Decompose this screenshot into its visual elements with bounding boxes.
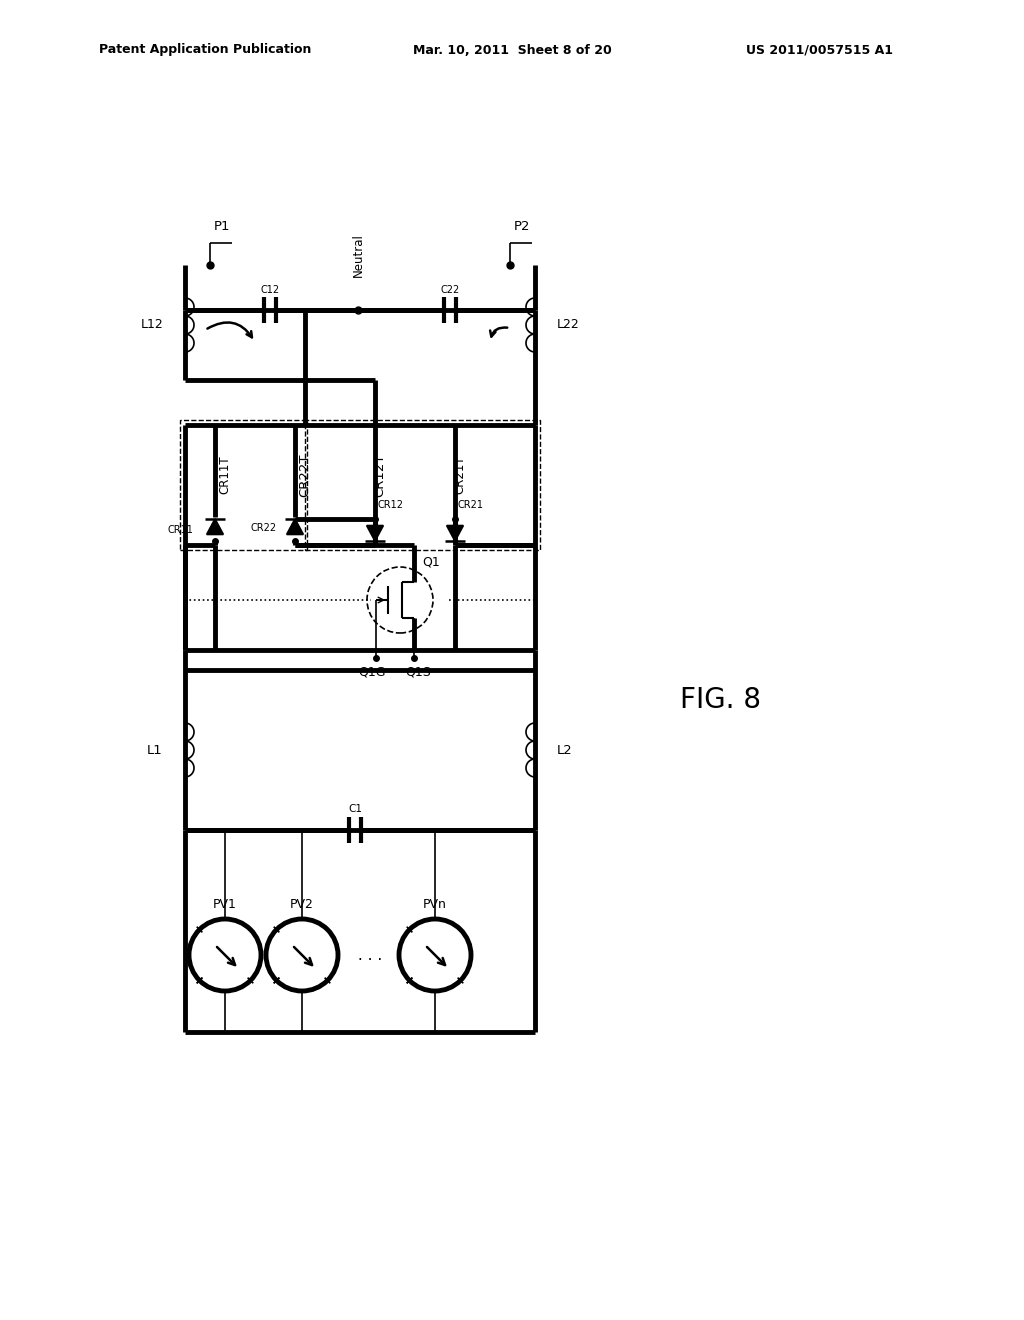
Text: Q1G: Q1G [358,665,386,678]
Text: L1: L1 [147,743,163,756]
Text: US 2011/0057515 A1: US 2011/0057515 A1 [746,44,894,57]
Text: PV2: PV2 [290,899,314,912]
Text: L22: L22 [557,318,580,331]
Text: CR22: CR22 [251,523,278,533]
Polygon shape [367,525,383,541]
Polygon shape [287,519,303,535]
Text: L2: L2 [557,743,572,756]
Text: CR12T: CR12T [374,453,386,496]
Bar [305,420,540,550]
Text: PV1: PV1 [213,899,237,912]
Text: CR12: CR12 [377,500,403,510]
Text: . . .: . . . [353,948,387,962]
Text: CR11T: CR11T [218,455,231,494]
Text: C22: C22 [440,285,460,294]
Text: Q1: Q1 [422,556,439,569]
Text: Q1S: Q1S [406,665,431,678]
Text: Mar. 10, 2011  Sheet 8 of 20: Mar. 10, 2011 Sheet 8 of 20 [413,44,611,57]
Text: CR22T: CR22T [299,453,311,496]
Text: P1: P1 [214,220,230,234]
Text: PVn: PVn [423,899,446,912]
Text: CR21T: CR21T [454,455,467,494]
Text: CR11: CR11 [167,525,193,535]
Text: Patent Application Publication: Patent Application Publication [98,44,311,57]
Text: C12: C12 [260,285,280,294]
Text: C1: C1 [348,804,362,814]
Text: CR21: CR21 [457,500,483,510]
Bar [180,420,307,550]
Text: L12: L12 [140,318,163,331]
Polygon shape [207,519,223,535]
Text: FIG. 8: FIG. 8 [680,686,761,714]
Polygon shape [446,525,463,541]
Text: Neutral: Neutral [351,234,365,277]
Text: P2: P2 [514,220,530,234]
